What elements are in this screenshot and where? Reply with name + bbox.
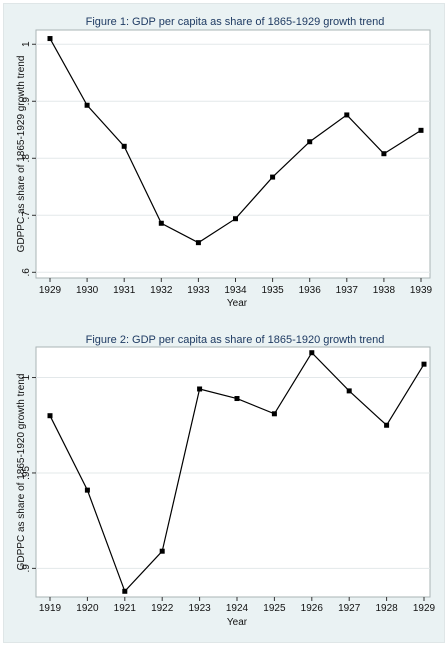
data-point bbox=[418, 127, 424, 133]
chart-2-x-ticks: 1919 1920 1921 1922 1923 1924 1925 1926 1927 1928… bbox=[39, 597, 436, 614]
data-point bbox=[197, 386, 203, 392]
data-point bbox=[47, 36, 53, 42]
chart-2-gridlines bbox=[36, 377, 430, 569]
data-point bbox=[195, 240, 201, 246]
x-tick-label: 1939 bbox=[410, 285, 433, 296]
data-point bbox=[234, 396, 240, 402]
y-tick-label: .8 bbox=[21, 154, 32, 163]
x-tick-label: 1920 bbox=[76, 603, 99, 614]
chart-2-plot-area bbox=[35, 346, 431, 598]
chart-1-title: Figure 1: GDP per capita as share of 186… bbox=[86, 16, 385, 28]
x-tick-label: 1925 bbox=[263, 603, 286, 614]
x-tick-label: 1933 bbox=[187, 285, 210, 296]
data-point bbox=[309, 350, 315, 356]
x-tick-label: 1932 bbox=[150, 285, 173, 296]
x-tick-label: 1929 bbox=[39, 285, 62, 296]
data-point bbox=[307, 139, 313, 145]
data-point bbox=[158, 220, 164, 226]
y-tick-label: .6 bbox=[21, 268, 32, 277]
x-tick-label: 1921 bbox=[114, 603, 137, 614]
y-tick-label: .95 bbox=[21, 466, 32, 480]
data-point bbox=[271, 411, 277, 417]
data-point bbox=[47, 413, 53, 419]
chart-2-title: Figure 2: GDP per capita as share of 186… bbox=[86, 334, 385, 346]
chart-2-y-ticks: .9 .95 1 bbox=[21, 374, 36, 573]
x-tick-label: 1924 bbox=[226, 603, 249, 614]
data-point bbox=[381, 151, 387, 157]
data-point bbox=[84, 487, 90, 493]
y-tick-label: .7 bbox=[21, 211, 32, 220]
data-point bbox=[384, 422, 390, 428]
x-tick-label: 1937 bbox=[336, 285, 359, 296]
y-tick-label: .9 bbox=[21, 564, 32, 573]
chart-2-x-axis-label: Year bbox=[227, 617, 248, 628]
y-tick-label: .9 bbox=[21, 97, 32, 106]
x-tick-label: 1938 bbox=[373, 285, 396, 296]
chart-2-y-axis-label: GDPPC as share of 1865-1920 growth trend bbox=[16, 374, 27, 571]
x-tick-label: 1934 bbox=[224, 285, 247, 296]
y-tick-label: 1 bbox=[21, 374, 32, 380]
data-point bbox=[122, 588, 128, 594]
data-point bbox=[84, 102, 90, 108]
x-tick-label: 1927 bbox=[338, 603, 361, 614]
chart-1-gridlines bbox=[36, 43, 430, 273]
chart-2-series bbox=[47, 350, 427, 594]
x-tick-label: 1923 bbox=[188, 603, 211, 614]
chart-1: Figure 1: GDP per capita as share of 186… bbox=[16, 16, 433, 309]
y-tick-label: 1 bbox=[21, 41, 32, 47]
x-tick-label: 1929 bbox=[413, 603, 436, 614]
x-tick-label: 1931 bbox=[113, 285, 136, 296]
x-tick-label: 1926 bbox=[301, 603, 324, 614]
x-tick-label: 1930 bbox=[76, 285, 99, 296]
chart-1-x-axis-label: Year bbox=[227, 298, 248, 309]
x-tick-label: 1922 bbox=[151, 603, 174, 614]
x-tick-label: 1936 bbox=[299, 285, 322, 296]
data-point bbox=[159, 548, 165, 554]
data-point bbox=[344, 112, 350, 118]
chart-1-plot-area bbox=[35, 29, 431, 279]
chart-2: Figure 2: GDP per capita as share of 186… bbox=[16, 334, 436, 628]
chart-1-x-ticks: 1929 1930 1931 1932 1933 1934 1935 1936 1937 1938… bbox=[39, 278, 433, 296]
data-point bbox=[233, 216, 238, 222]
data-point bbox=[121, 143, 127, 149]
data-point bbox=[421, 361, 427, 367]
chart-1-y-ticks: .6 .7 .8 .9 1 bbox=[21, 41, 36, 276]
x-tick-label: 1935 bbox=[261, 285, 284, 296]
data-point bbox=[346, 388, 352, 394]
chart-1-series bbox=[47, 36, 424, 246]
x-tick-label: 1928 bbox=[375, 603, 398, 614]
data-point bbox=[270, 174, 276, 180]
x-tick-label: 1919 bbox=[39, 603, 62, 614]
chart-1-y-axis-label: GDPPC as share of 1865-1929 growth trend bbox=[16, 56, 27, 253]
